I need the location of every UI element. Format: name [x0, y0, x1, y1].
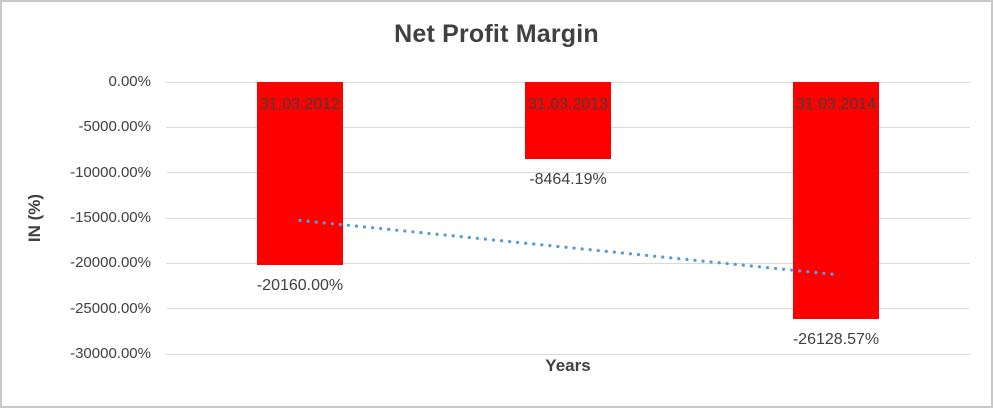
bar[interactable]	[257, 82, 343, 265]
bar-value-label: -20160.00%	[256, 276, 344, 294]
y-gridline	[166, 353, 970, 355]
bar-category-label: 31.03.2014	[795, 96, 877, 113]
bar-value-label: -8464.19%	[529, 170, 607, 188]
y-axis-tick-label: -25000.00%	[70, 299, 151, 317]
y-gridline	[166, 308, 970, 310]
y-gridline	[166, 172, 970, 174]
y-axis-tick-label: -20000.00%	[70, 254, 151, 272]
y-axis-tick-label: -5000.00%	[78, 118, 151, 136]
trendline[interactable]	[298, 218, 838, 277]
bar-category-label: 31.03.2012	[259, 96, 341, 113]
bar-value-label: -26128.57%	[792, 330, 880, 348]
bar[interactable]	[793, 82, 879, 319]
y-gridline	[166, 217, 970, 219]
y-axis-tick-label: -30000.00%	[70, 345, 151, 362]
chart-title: Net Profit Margin	[394, 20, 599, 48]
bar-category-label: 31.03.2013	[527, 96, 609, 113]
y-gridline	[166, 262, 970, 264]
y-axis-tick-label: 0.00%	[108, 73, 151, 90]
y-axis-tick-label: -15000.00%	[70, 209, 151, 226]
bar[interactable]	[525, 82, 611, 159]
y-axis-tick-label: -10000.00%	[70, 163, 151, 181]
x-axis-title: Years	[545, 356, 591, 375]
